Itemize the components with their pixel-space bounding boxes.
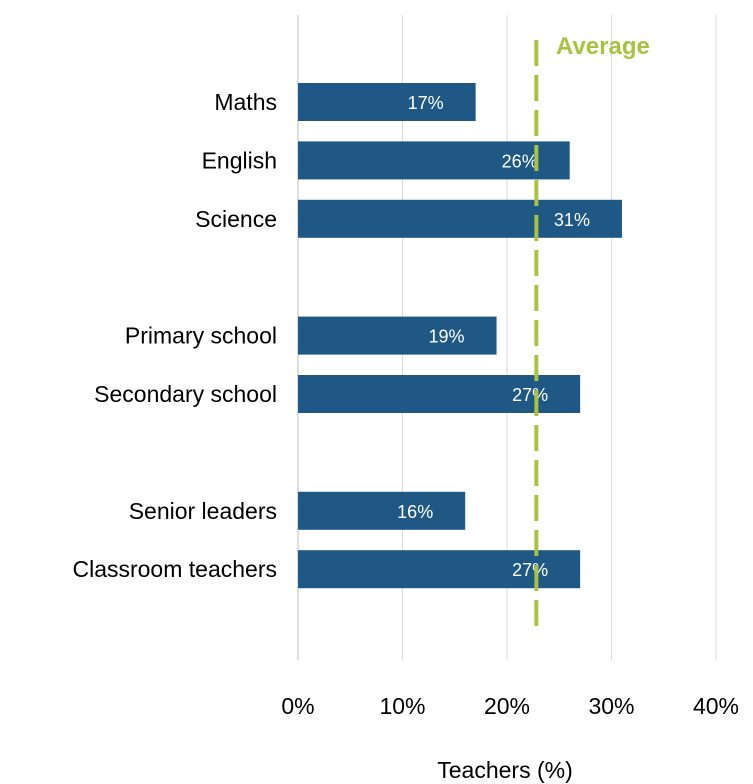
x-axis-title: Teachers (%) (437, 757, 572, 783)
bar-classroom-teachers (298, 550, 581, 589)
data-label: 17% (408, 93, 444, 113)
bar-primary-school (298, 316, 497, 355)
x-tick-label: 10% (379, 693, 425, 719)
category-label: Senior leaders (129, 498, 277, 524)
x-tick-label: 0% (281, 693, 314, 719)
bars (298, 83, 622, 589)
bar-english (298, 141, 570, 180)
x-tick-label: 20% (484, 693, 530, 719)
bar-science (298, 199, 622, 238)
bar-senior-leaders (298, 491, 466, 530)
category-label: Science (195, 206, 277, 232)
x-tick-label: 40% (693, 693, 739, 719)
category-label: English (202, 147, 277, 173)
category-label: Classroom teachers (72, 556, 277, 582)
data-label: 26% (502, 151, 538, 171)
bar-maths (298, 83, 476, 121)
category-label: Secondary school (94, 381, 277, 407)
x-tick-label: 30% (588, 693, 634, 719)
data-labels: 17% 26% 31% 19% 27% 16% 27% (397, 93, 590, 580)
data-label: 31% (554, 210, 590, 230)
data-label: 27% (512, 560, 548, 580)
data-label: 27% (512, 385, 548, 405)
data-label: 16% (397, 502, 433, 522)
category-label: Maths (214, 89, 277, 115)
data-label: 19% (429, 327, 465, 347)
bar-secondary-school (298, 375, 581, 413)
category-labels: Maths English Science Primary school Seconda… (72, 89, 277, 582)
category-label: Primary school (125, 323, 277, 349)
x-tick-labels: 0% 10% 20% 30% 40% (281, 693, 739, 719)
average-label: Average (556, 33, 650, 60)
